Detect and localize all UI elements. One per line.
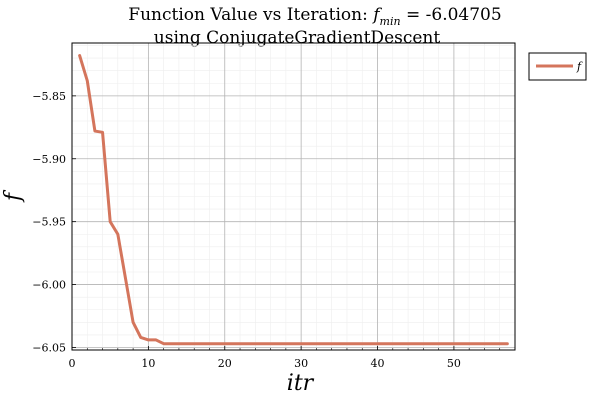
plot-frame xyxy=(71,42,516,351)
axis-ticks: 0 10 20 30 40 50 −5.85 −5.90 −5.95 −6.00 −6.05 xyxy=(32,90,516,370)
y-tick-label: −5.85 xyxy=(32,90,66,103)
chart-title: Function Value vs Iteration: fmin = -6.0… xyxy=(128,5,501,28)
x-tick-label: 30 xyxy=(294,357,308,370)
x-tick-label: 0 xyxy=(69,357,76,370)
x-tick-label: 20 xyxy=(218,357,232,370)
y-axis-label: f xyxy=(1,189,26,203)
x-tick-label: 50 xyxy=(447,357,461,370)
x-axis-label: itr xyxy=(287,371,315,396)
legend-label: f xyxy=(576,60,583,73)
series-line-f xyxy=(78,54,509,346)
x-tick-label: 10 xyxy=(141,357,155,370)
legend: f xyxy=(528,52,587,81)
minor-grid xyxy=(72,43,516,350)
y-tick-label: −6.05 xyxy=(32,341,66,354)
y-tick-label: −5.90 xyxy=(32,153,66,166)
x-tick-label: 40 xyxy=(371,357,385,370)
y-tick-label: −6.00 xyxy=(32,279,66,292)
y-tick-label: −5.95 xyxy=(32,216,66,229)
series-layer xyxy=(78,54,509,346)
chart-subtitle: using ConjugateGradientDescent xyxy=(154,28,441,48)
